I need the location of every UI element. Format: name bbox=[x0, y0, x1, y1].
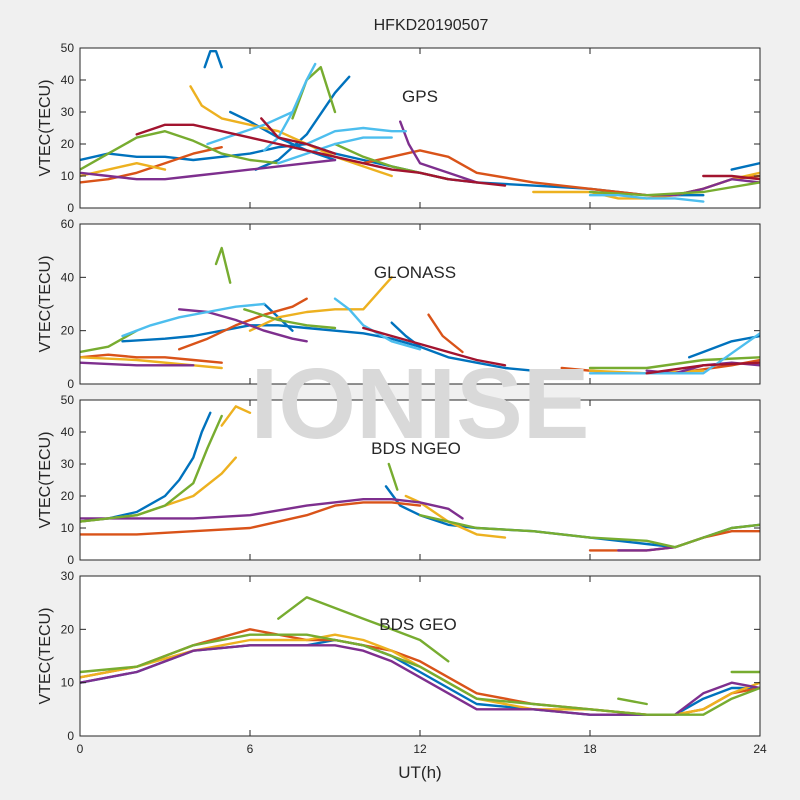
bds-geo-y-tick-label: 0 bbox=[67, 729, 74, 743]
gps-series-line-12 bbox=[80, 158, 337, 181]
glonass-series-line-17 bbox=[80, 329, 138, 354]
glonass-series-line-7 bbox=[427, 313, 464, 354]
glonass-series-line-13 bbox=[80, 361, 195, 367]
bds-geo-panel: 0 6 12 18 24 0 10 20 30 VTEC(TECU) BDS GEO UT(h) bbox=[37, 569, 767, 782]
glonass-y-tick-label: 20 bbox=[61, 324, 75, 338]
gps-y-tick-label: 0 bbox=[67, 201, 74, 215]
bds-geo-y-tick-label: 10 bbox=[61, 676, 75, 690]
gps-series-line-25 bbox=[260, 117, 337, 155]
glonass-y-axis-label: VTEC(TECU) bbox=[37, 256, 54, 353]
glonass-series-line-10 bbox=[248, 276, 393, 332]
bds-geo-x-tick-label: 18 bbox=[583, 742, 597, 756]
bds-ngeo-series-line-3 bbox=[80, 501, 422, 536]
bds-geo-plot-area bbox=[80, 576, 760, 736]
bds-ngeo-y-tick-label: 10 bbox=[61, 521, 75, 535]
glonass-series-line-19 bbox=[121, 302, 266, 338]
gps-y-tick-label: 20 bbox=[61, 137, 75, 151]
gps-series-line-16 bbox=[291, 65, 337, 120]
gps-series-line-26 bbox=[702, 174, 760, 181]
bds-ngeo-y-tick-label: 0 bbox=[67, 553, 74, 567]
glonass-series-line-21 bbox=[588, 332, 760, 375]
bds-geo-annotation: BDS GEO bbox=[379, 615, 456, 634]
gps-plot-area bbox=[80, 48, 760, 208]
gps-annotation: GPS bbox=[402, 87, 438, 106]
gps-y-axis-label: VTEC(TECU) bbox=[37, 80, 54, 177]
bds-ngeo-y-tick-label: 50 bbox=[61, 393, 75, 407]
watermark: IONISE bbox=[251, 348, 590, 460]
bds-ngeo-series-group bbox=[80, 405, 760, 552]
glonass-series-line-20 bbox=[333, 297, 422, 351]
bds-ngeo-y-axis-label: VTEC(TECU) bbox=[37, 432, 54, 529]
bds-ngeo-annotation: BDS NGEO bbox=[371, 439, 461, 458]
bds-geo-y-tick-label: 30 bbox=[61, 569, 75, 583]
gps-series-line-10 bbox=[80, 161, 167, 178]
bds-geo-x-tick-label: 0 bbox=[77, 742, 84, 756]
glonass-series-line-5 bbox=[80, 353, 223, 364]
glonass-series-line-16 bbox=[243, 308, 337, 330]
gps-series-line-20 bbox=[206, 110, 294, 146]
bds-geo-series-line-4 bbox=[80, 644, 760, 716]
bds-geo-x-tick-label: 24 bbox=[753, 742, 767, 756]
gps-y-tick-label: 30 bbox=[61, 105, 75, 119]
gps-series-line-22 bbox=[277, 136, 393, 165]
bds-geo-series-group bbox=[80, 596, 760, 716]
bds-ngeo-panel: 0 10 20 30 40 50 VTEC(TECU) BDS NGEO bbox=[37, 393, 761, 567]
gps-series-line-6 bbox=[730, 161, 760, 171]
gps-series-line-18 bbox=[588, 181, 760, 197]
bds-geo-series-line-5 bbox=[80, 633, 760, 716]
gps-series-line-23 bbox=[588, 193, 705, 203]
bds-geo-x-tick-label: 6 bbox=[247, 742, 254, 756]
gps-series-line-24 bbox=[135, 123, 507, 187]
bds-ngeo-y-tick-label: 20 bbox=[61, 489, 75, 503]
glonass-plot-area bbox=[80, 224, 760, 384]
gps-y-tick-label: 10 bbox=[61, 169, 75, 183]
figure-title: HFKD20190507 bbox=[374, 17, 489, 34]
bds-geo-series-line-7 bbox=[617, 697, 648, 706]
bds-ngeo-series-line-8 bbox=[80, 498, 464, 520]
glonass-series-line-12 bbox=[177, 308, 308, 343]
bds-geo-series-line-6 bbox=[277, 596, 450, 663]
bds-ngeo-series-line-12 bbox=[418, 514, 760, 549]
bds-ngeo-series-line-6 bbox=[220, 405, 252, 427]
gps-series-line-2 bbox=[203, 50, 223, 69]
glonass-series-line-15 bbox=[214, 246, 232, 284]
gps-panel: 0 10 20 30 40 50 VTEC(TECU) GPS bbox=[37, 41, 761, 215]
glonass-series-line-18 bbox=[588, 356, 760, 370]
glonass-y-tick-label: 0 bbox=[67, 377, 74, 391]
glonass-series-group bbox=[80, 246, 760, 375]
gps-series-line-9 bbox=[189, 85, 393, 178]
bds-ngeo-series-line-11 bbox=[387, 462, 399, 491]
gps-y-tick-label: 40 bbox=[61, 73, 75, 87]
glonass-panel: 0 20 40 60 VTEC(TECU) GLONASS bbox=[37, 217, 761, 391]
glonass-series-line-1 bbox=[121, 324, 563, 372]
glonass-series-line-9 bbox=[80, 356, 223, 370]
gps-series-group bbox=[80, 50, 760, 203]
gps-series-line-7 bbox=[80, 145, 223, 184]
bds-geo-y-tick-label: 20 bbox=[61, 622, 75, 636]
glonass-annotation: GLONASS bbox=[374, 263, 456, 282]
bds-geo-x-tick-label: 12 bbox=[413, 742, 427, 756]
glonass-series-line-23 bbox=[645, 361, 760, 375]
bds-ngeo-y-tick-label: 30 bbox=[61, 457, 75, 471]
gps-y-tick-label: 50 bbox=[61, 41, 75, 55]
glonass-y-tick-label: 40 bbox=[61, 270, 75, 284]
gps-series-line-13 bbox=[399, 120, 478, 184]
bds-geo-y-axis-label: VTEC(TECU) bbox=[37, 608, 54, 705]
glonass-series-line-6 bbox=[177, 297, 308, 351]
bds-ngeo-series-line-10 bbox=[80, 414, 223, 523]
bds-ngeo-y-tick-label: 40 bbox=[61, 425, 75, 439]
bds-ngeo-series-line-9 bbox=[617, 546, 677, 552]
glonass-y-tick-label: 60 bbox=[61, 217, 75, 231]
gps-series-line-15 bbox=[80, 129, 280, 171]
x-axis-label: UT(h) bbox=[398, 763, 441, 782]
glonass-series-line-4 bbox=[688, 334, 760, 359]
glonass-series-line-22 bbox=[362, 326, 507, 367]
gps-series-line-21 bbox=[305, 126, 407, 146]
